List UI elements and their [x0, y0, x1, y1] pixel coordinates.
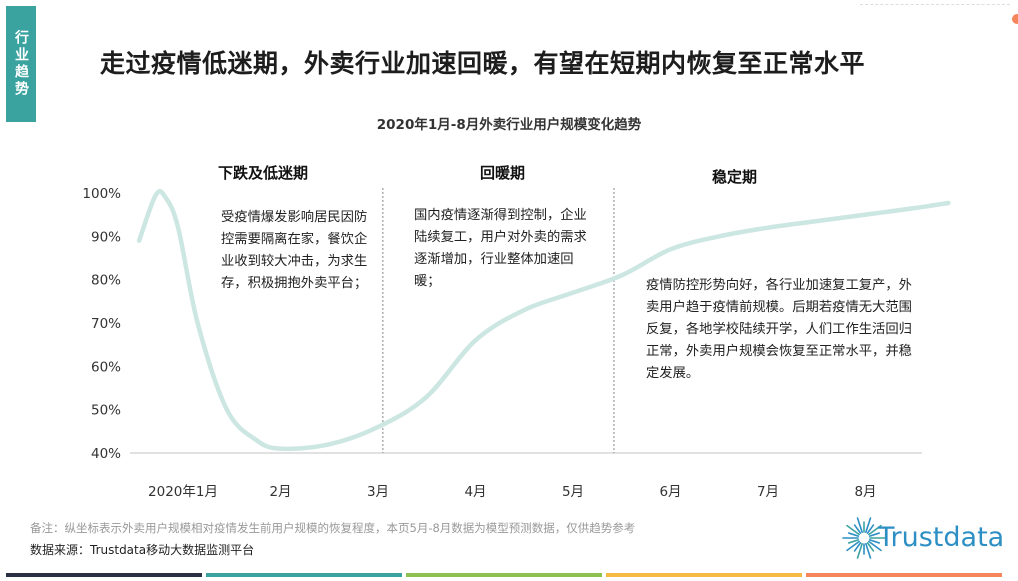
- x-tick-label: 2020年1月: [148, 484, 218, 500]
- y-tick-label: 90%: [91, 229, 121, 245]
- decorative-dot: [1012, 14, 1018, 24]
- y-tick-label: 70%: [91, 316, 121, 332]
- top-rule: [860, 0, 1010, 5]
- logo-ray: [856, 517, 863, 534]
- chart-title: 2020年1月-8月外卖行业用户规模变化趋势: [376, 117, 642, 133]
- period-note-stable: 疫情防控形势向好，各行业加速复工复产，外卖用户趋于疫情前规模。后期若疫情无大范围…: [646, 278, 912, 381]
- period-note-decline: 受疫情爆发影响居民因防控需要隔离在家，餐饮企业收到较大冲击，为求生存，积极拥抱外…: [221, 210, 368, 291]
- logo-ray: [868, 524, 882, 536]
- logo-ray: [853, 524, 862, 534]
- logo-ray: [868, 539, 881, 544]
- x-tick-label: 5月: [562, 484, 584, 500]
- x-tick-label: 8月: [854, 484, 876, 500]
- x-tick-label: 7月: [757, 484, 779, 500]
- y-tick-label: 100%: [82, 186, 121, 202]
- period-label-decline: 下跌及低迷期: [218, 164, 309, 182]
- x-tick-label: 4月: [464, 484, 486, 500]
- bottom-bar-segment: [206, 573, 402, 577]
- logo-ray: [847, 532, 860, 537]
- x-tick-label: 6月: [659, 484, 681, 500]
- period-note-recovery: 国内疫情逐渐得到控制，企业陆续复工，用户对外卖的需求逐渐增加，行业整体加速回暖；: [414, 208, 587, 289]
- logo-ray: [866, 524, 875, 534]
- bottom-bar-segment: [406, 573, 602, 577]
- bottom-bar-segment: [606, 573, 802, 577]
- logo-ray: [846, 540, 860, 552]
- logo-ray: [856, 542, 863, 559]
- y-tick-label: 60%: [91, 359, 121, 375]
- logo-ray: [847, 539, 860, 544]
- logo-ray: [865, 517, 872, 534]
- chart-axes: 40% 50% 60% 70% 80% 90% 100% 2020年1月 2月 3月 4月 5月 6月 7…: [82, 186, 922, 500]
- logo-ray: [865, 542, 872, 559]
- logo-ray: [868, 532, 881, 537]
- chart-series: [136, 189, 951, 452]
- logo-text: Trustdata: [878, 522, 1005, 553]
- sunburst-icon: [842, 517, 886, 559]
- trustdata-logo: [842, 517, 886, 559]
- period-dividers: [382, 188, 615, 453]
- period-label-recovery: 回暖期: [480, 164, 526, 182]
- x-tick-label: 2月: [269, 484, 291, 500]
- logo-ray: [853, 542, 862, 552]
- series-line: [136, 189, 951, 452]
- section-tab: 行业趋势: [6, 6, 36, 122]
- logo-ray: [846, 524, 860, 536]
- logo-ray: [868, 540, 882, 552]
- logo-ray: [866, 542, 875, 552]
- x-tick-label: 3月: [367, 484, 389, 500]
- y-tick-label: 50%: [91, 403, 121, 419]
- data-source: 数据来源：Trustdata移动大数据监测平台: [30, 543, 255, 557]
- y-tick-label: 80%: [91, 273, 121, 289]
- page-title: 走过疫情低迷期，外卖行业加速回暖，有望在短期内恢复至正常水平: [100, 49, 866, 78]
- period-label-stable: 稳定期: [712, 168, 758, 186]
- footnote: 备注：纵坐标表示外卖用户规模相对疫情发生前用户规模的恢复程度，本页5月-8月数据…: [30, 521, 636, 535]
- bottom-bar-segment: [6, 573, 202, 577]
- y-tick-label: 40%: [91, 446, 121, 462]
- bottom-bar-segment: [806, 573, 1002, 577]
